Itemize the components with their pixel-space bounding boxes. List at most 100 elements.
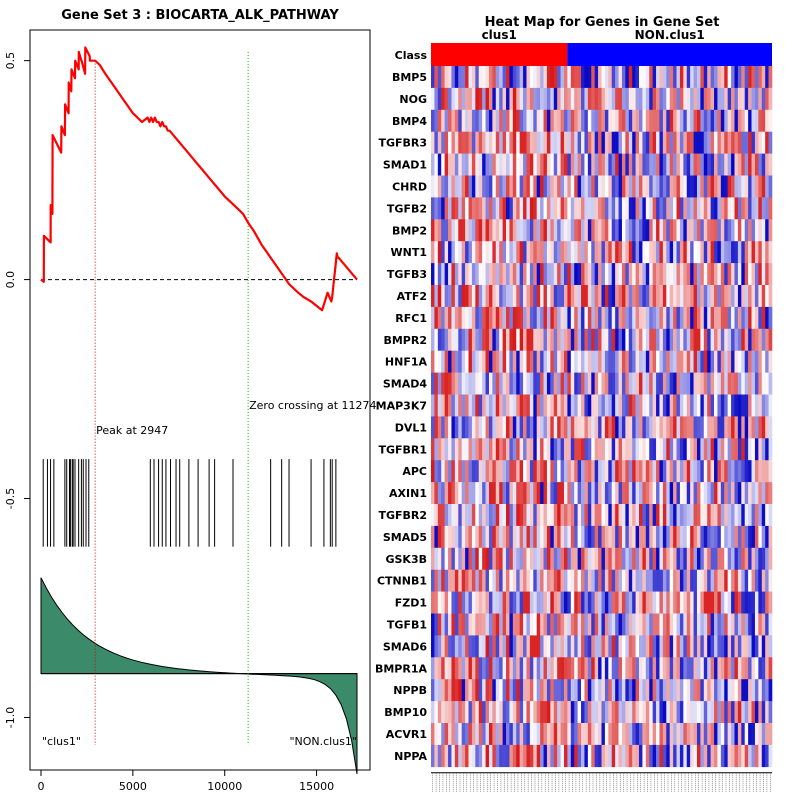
- heat-cell: [676, 263, 681, 286]
- heat-cell: [639, 613, 643, 636]
- heat-cell: [744, 197, 749, 220]
- heat-cell: [751, 66, 756, 89]
- heat-cell: [754, 591, 759, 614]
- heat-cell: [615, 416, 619, 439]
- heat-cell: [649, 87, 653, 111]
- heat-cell: [495, 394, 500, 417]
- heat-cell: [502, 635, 507, 658]
- heat-cell: [431, 285, 435, 308]
- heat-cell: [550, 175, 555, 198]
- heat-cell: [461, 372, 466, 395]
- heat-cell: [744, 482, 749, 505]
- heat-cell: [707, 525, 711, 549]
- heat-cell: [543, 328, 548, 351]
- heat-cell: [618, 175, 623, 198]
- heat-cell: [741, 460, 746, 483]
- heat-cell: [591, 153, 595, 176]
- heat-cell: [536, 679, 541, 702]
- heat-cell: [707, 723, 711, 746]
- heat-cell: [519, 547, 524, 570]
- heat-cell: [567, 197, 572, 220]
- heat-cell: [444, 350, 449, 373]
- heat-cell: [454, 460, 459, 483]
- heat-cell: [693, 131, 698, 154]
- heat-cell: [570, 153, 575, 176]
- heat-cell: [628, 547, 633, 570]
- heat-cell: [584, 701, 589, 724]
- heat-cell: [754, 679, 759, 702]
- heat-cell: [673, 87, 677, 111]
- heat-cell: [594, 460, 599, 483]
- heat-cell: [710, 701, 715, 724]
- heat-cell: [727, 131, 732, 154]
- heat-cell: [557, 153, 561, 176]
- heat-cell: [591, 723, 595, 746]
- heat-cell: [509, 263, 514, 286]
- heat-cell: [540, 328, 544, 351]
- heat-cell: [553, 569, 558, 592]
- heat-cell: [441, 657, 445, 680]
- heat-cell: [717, 525, 722, 549]
- heat-cell: [540, 175, 544, 198]
- heat-cell: [482, 657, 486, 680]
- heat-cell: [604, 591, 609, 614]
- heat-cell: [751, 131, 756, 154]
- heat-cell: [754, 416, 759, 439]
- heat-cell: [618, 197, 623, 220]
- heat-cell: [611, 153, 616, 176]
- heat-cell: [550, 547, 555, 570]
- heat-cell: [492, 241, 497, 264]
- heat-cell: [598, 66, 602, 89]
- heat-cell: [714, 87, 718, 111]
- heat-cell: [714, 723, 718, 746]
- heat-cell: [642, 350, 647, 373]
- heat-cell: [560, 438, 565, 461]
- heat-cell: [465, 438, 469, 461]
- heat-cell: [448, 153, 452, 176]
- heat-cell: [632, 613, 636, 636]
- heat-cell: [714, 66, 718, 89]
- heat-cell: [720, 131, 725, 154]
- heat-cell: [666, 657, 670, 680]
- heat-cell: [676, 87, 681, 111]
- heat-cell: [509, 328, 514, 351]
- heat-cell: [679, 416, 684, 439]
- heat-cell: [543, 197, 548, 220]
- heat-cell: [621, 219, 626, 242]
- heat-cell: [495, 263, 500, 286]
- heat-cell: [526, 591, 531, 614]
- heat-cell: [448, 219, 452, 242]
- heat-cell: [635, 482, 640, 505]
- heat-cell: [604, 219, 609, 242]
- heat-cell: [758, 153, 763, 176]
- heat-cell: [454, 131, 459, 154]
- heat-cell: [714, 679, 718, 702]
- heat-cell: [560, 460, 565, 483]
- heat-cell: [584, 482, 589, 505]
- heat-cell: [621, 175, 626, 198]
- heat-cell: [751, 723, 756, 746]
- heat-cell: [765, 87, 769, 111]
- heat-cell: [526, 175, 531, 198]
- heat-cell: [598, 394, 602, 417]
- heat-cell: [720, 482, 725, 505]
- heat-cell: [567, 635, 572, 658]
- heat-cell: [666, 525, 670, 549]
- heat-cell: [461, 679, 466, 702]
- heat-cell: [519, 285, 524, 308]
- heat-cell: [533, 547, 538, 570]
- heat-cell: [758, 87, 763, 111]
- heat-cell: [485, 744, 490, 768]
- heat-cell: [431, 372, 435, 395]
- heat-cell: [581, 131, 585, 154]
- heat-cell: [478, 460, 483, 483]
- heat-cell: [495, 131, 500, 154]
- heat-cell: [488, 416, 493, 439]
- heat-cell: [591, 109, 595, 132]
- heat-cell: [744, 219, 749, 242]
- heat-cell: [639, 744, 643, 768]
- heat-cell: [628, 109, 633, 132]
- heat-cell: [550, 66, 555, 89]
- heat-cell: [523, 285, 527, 308]
- heat-cell: [618, 744, 623, 768]
